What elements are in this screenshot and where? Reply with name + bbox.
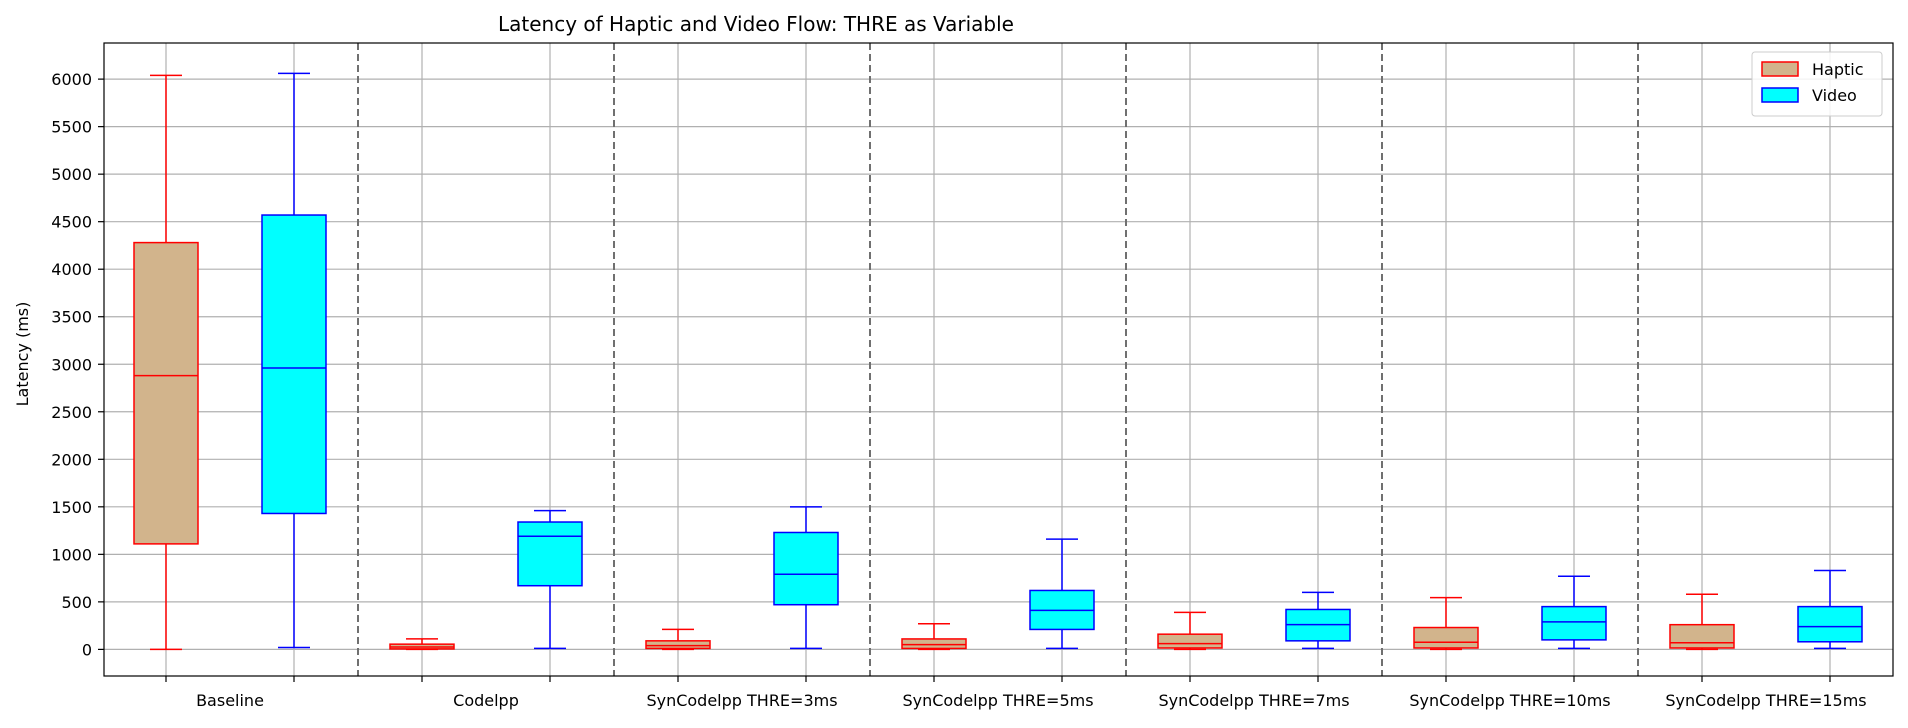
box-haptic-5 [1157, 611, 1223, 651]
y-tick-label: 0 [82, 640, 92, 659]
x-category-label: SynCodelpp THRE=10ms [1409, 691, 1610, 710]
y-tick-label: 6000 [51, 70, 92, 89]
y-tick-label: 5000 [51, 165, 92, 184]
y-tick-label: 3500 [51, 308, 92, 327]
chart-title: Latency of Haptic and Video Flow: THRE a… [498, 12, 1014, 36]
box-video-6 [1541, 575, 1607, 650]
box-body [1157, 633, 1223, 649]
box-haptic-7 [1669, 593, 1735, 651]
box-haptic-6 [1413, 596, 1479, 651]
x-category-label: SynCodelpp THRE=7ms [1158, 691, 1349, 710]
box-body [645, 640, 711, 650]
y-tick-label: 1000 [51, 545, 92, 564]
box-body [1413, 626, 1479, 649]
legend-swatch-haptic [1761, 61, 1799, 77]
box-body [1669, 623, 1735, 649]
box-body [1541, 605, 1607, 641]
x-category-label: SynCodelpp THRE=15ms [1665, 691, 1866, 710]
legend-swatch-video [1761, 87, 1799, 103]
box-video-4 [1029, 538, 1095, 650]
box-body [517, 521, 583, 587]
y-tick-label: 500 [61, 593, 92, 612]
x-category-label: Baseline [196, 691, 264, 710]
y-tick-label: 4000 [51, 260, 92, 279]
y-tick-label: 4500 [51, 213, 92, 232]
box-video-1 [261, 72, 327, 649]
legend: Haptic Video [1751, 51, 1883, 117]
x-category-label: SynCodelpp THRE=3ms [646, 691, 837, 710]
box-video-5 [1285, 591, 1351, 650]
box-body [901, 638, 967, 650]
y-tick-label: 1500 [51, 498, 92, 517]
axes-layer: 0 500 1000 1500 2000 2500 3000 3500 4000 4500 5000… [51, 42, 1894, 710]
y-tick-label: 3000 [51, 355, 92, 374]
box-haptic-2 [389, 638, 455, 651]
x-category-label: Codelpp [453, 691, 519, 710]
plot-frame [103, 42, 1894, 677]
y-tick-label: 2000 [51, 450, 92, 469]
box-body [773, 531, 839, 606]
y-axis-label: Latency (ms) [13, 302, 32, 407]
box-haptic-4 [901, 622, 967, 651]
box-haptic-3 [645, 628, 711, 651]
x-category-label: SynCodelpp THRE=5ms [902, 691, 1093, 710]
grid-layer [104, 43, 1893, 676]
legend-label-video: Video [1812, 86, 1857, 105]
box-body [1797, 605, 1863, 643]
box-video-7 [1797, 569, 1863, 650]
y-tick-label: 5500 [51, 118, 92, 137]
box-body [133, 241, 199, 545]
legend-label-haptic: Haptic [1812, 60, 1864, 79]
box-video-2 [517, 509, 583, 650]
boxes-layer [133, 72, 1863, 651]
group-separators [357, 43, 1639, 676]
box-body [261, 214, 327, 515]
y-tick-label: 2500 [51, 403, 92, 422]
box-haptic-1 [133, 74, 199, 651]
box-video-3 [773, 506, 839, 650]
